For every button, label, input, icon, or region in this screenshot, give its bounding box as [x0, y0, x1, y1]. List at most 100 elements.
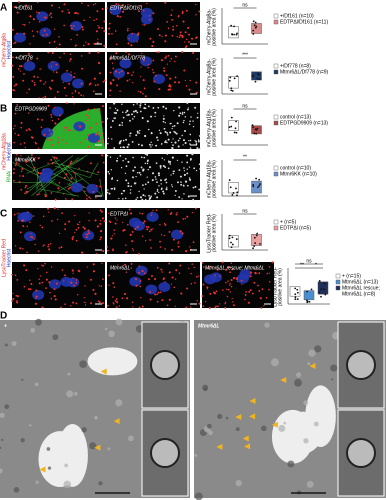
puncta: [63, 86, 66, 89]
puncta: [126, 109, 129, 112]
arrowhead: [249, 413, 256, 420]
puncta: [121, 124, 123, 126]
puncta: [92, 270, 96, 273]
puncta: [97, 38, 99, 40]
puncta: [56, 47, 58, 49]
data-point: [252, 247, 254, 250]
puncta: [102, 132, 104, 135]
puncta: [214, 306, 216, 309]
puncta: [33, 166, 36, 169]
puncta: [81, 2, 83, 4]
puncta: [95, 185, 98, 187]
puncta: [64, 228, 66, 231]
puncta: [159, 291, 162, 294]
gfp-mesh: [26, 159, 61, 174]
puncta: [36, 57, 39, 60]
puncta: [56, 218, 59, 221]
arrowhead: [244, 443, 251, 450]
puncta: [177, 242, 179, 245]
puncta: [175, 213, 178, 216]
puncta: [29, 15, 32, 18]
puncta: [63, 129, 65, 131]
puncta: [11, 300, 13, 302]
panel-letter: C: [0, 209, 7, 220]
puncta: [139, 76, 142, 78]
puncta: [92, 90, 95, 93]
puncta: [55, 71, 58, 74]
puncta: [168, 262, 171, 265]
puncta: [139, 196, 143, 199]
puncta: [157, 172, 160, 175]
puncta: [127, 3, 129, 6]
puncta: [95, 133, 98, 136]
puncta: [82, 95, 85, 97]
puncta: [92, 190, 95, 193]
puncta: [158, 185, 160, 187]
puncta: [14, 112, 17, 115]
puncta: [143, 220, 146, 223]
puncta: [150, 247, 152, 249]
puncta: [23, 285, 26, 288]
gfp-mesh: [56, 178, 84, 193]
puncta: [199, 148, 201, 150]
inset-vesicle: [150, 350, 180, 380]
puncta: [41, 226, 44, 229]
puncta: [68, 220, 71, 223]
puncta: [73, 12, 76, 15]
puncta: [126, 297, 129, 300]
puncta: [163, 67, 165, 69]
puncta: [27, 288, 30, 291]
puncta: [181, 134, 183, 137]
puncta: [178, 36, 181, 38]
puncta: [45, 33, 48, 36]
puncta: [149, 291, 152, 293]
puncta: [146, 176, 148, 178]
y-axis-label: mCherry-Atg8a-: [206, 9, 212, 45]
puncta: [116, 109, 119, 112]
puncta: [169, 163, 172, 165]
em-texture: [47, 466, 52, 470]
puncta: [17, 220, 19, 222]
puncta: [127, 143, 130, 146]
puncta: [28, 21, 31, 24]
puncta: [161, 299, 164, 302]
puncta: [259, 297, 262, 300]
puncta: [94, 3, 97, 5]
puncta: [14, 164, 17, 167]
puncta: [97, 51, 100, 54]
puncta: [142, 24, 144, 26]
puncta: [253, 281, 256, 284]
puncta: [249, 289, 252, 292]
data-point: [235, 238, 238, 241]
puncta: [115, 52, 118, 55]
puncta: [47, 245, 49, 248]
puncta: [79, 125, 82, 128]
puncta: [229, 283, 231, 285]
puncta: [195, 3, 197, 6]
puncta: [122, 139, 125, 142]
puncta: [164, 248, 166, 250]
puncta: [126, 114, 128, 116]
puncta: [183, 130, 187, 133]
gfp-mesh: [89, 162, 99, 178]
puncta: [227, 266, 230, 269]
puncta: [97, 171, 100, 174]
puncta: [169, 77, 172, 80]
puncta: [116, 157, 119, 159]
data-point: [236, 194, 238, 197]
puncta: [225, 281, 227, 284]
side-label: mCherry-Atg18a: [1, 133, 7, 170]
puncta: [125, 165, 128, 168]
puncta: [129, 192, 132, 194]
puncta: [11, 273, 13, 276]
puncta: [13, 168, 15, 171]
puncta: [44, 81, 47, 83]
em-texture: [297, 490, 302, 495]
box: [228, 26, 239, 39]
puncta: [38, 157, 41, 159]
puncta: [141, 235, 144, 238]
puncta: [164, 141, 166, 143]
puncta: [209, 265, 212, 268]
legend-swatch: [273, 219, 279, 225]
puncta: [133, 115, 136, 118]
